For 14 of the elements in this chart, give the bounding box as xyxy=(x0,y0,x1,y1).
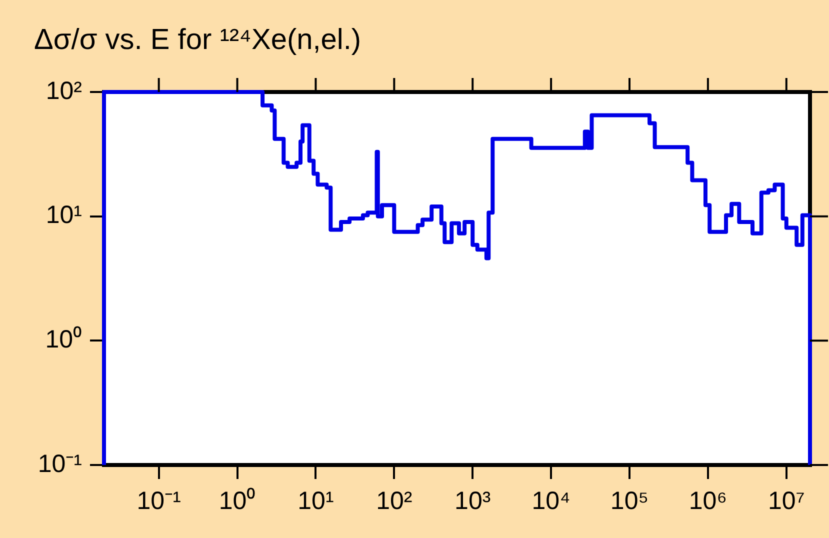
x-tick-label: 10¹ xyxy=(298,486,334,515)
x-tick-label: 10⁰ xyxy=(218,486,256,515)
x-tick-label: 10³ xyxy=(454,486,491,515)
y-tick-label: 10⁰ xyxy=(45,326,82,354)
y-tick-label: 10⁻¹ xyxy=(38,450,82,478)
x-tick-label: 10⁶ xyxy=(688,486,727,515)
x-tick-label: 10⁷ xyxy=(768,486,805,515)
x-tick-label: 10⁴ xyxy=(532,486,570,515)
y-tick-label: 10¹ xyxy=(46,201,82,230)
x-tick-label: 10² xyxy=(376,486,412,515)
y-tick-label: 10² xyxy=(46,76,82,105)
chart-title: Δσ/σ vs. E for ¹²⁴Xe(n,el.) xyxy=(34,24,362,57)
x-tick-label: 10⁵ xyxy=(610,486,649,515)
x-tick-label: 10⁻¹ xyxy=(136,486,181,515)
